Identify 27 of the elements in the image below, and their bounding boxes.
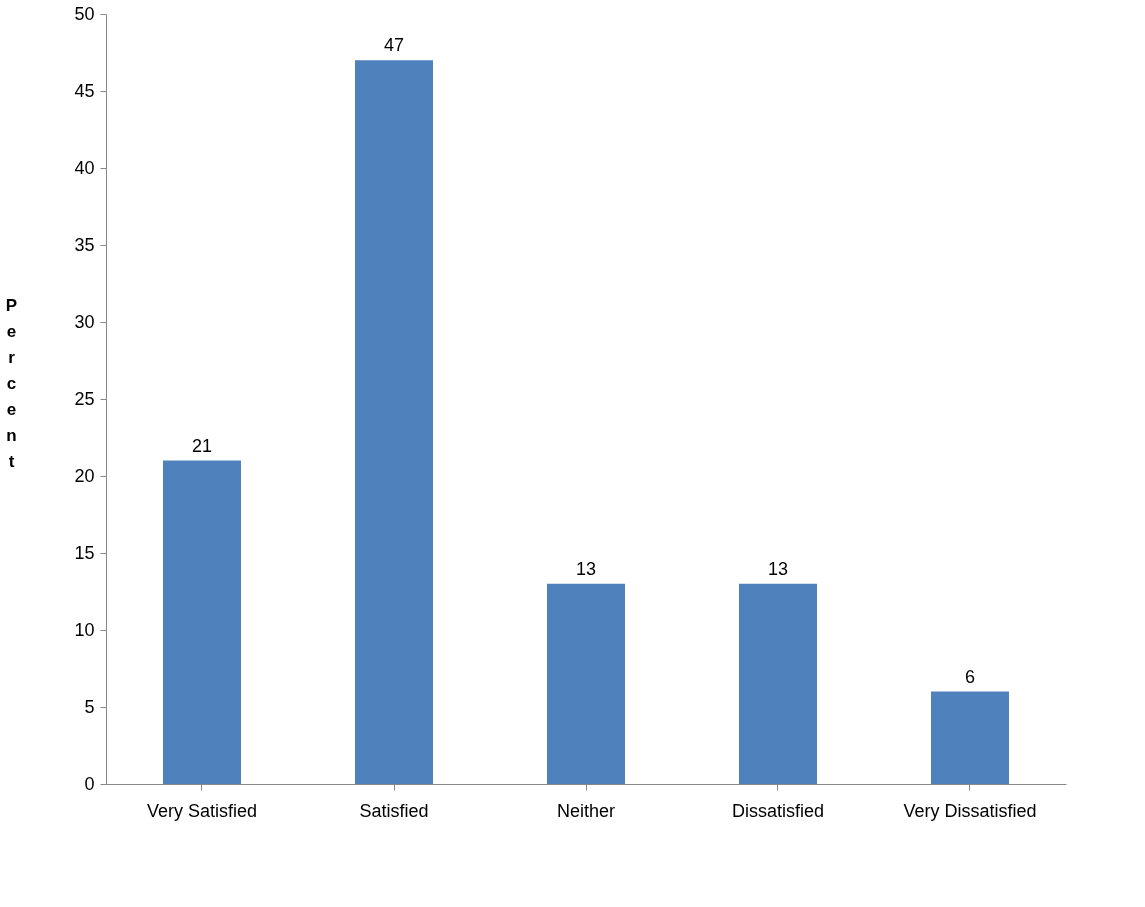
data-label: 47 — [383, 35, 405, 56]
y-tick-label: 50 — [74, 3, 95, 24]
data-label: 21 — [191, 435, 213, 456]
bar — [163, 460, 241, 784]
x-tick-label: Very Satisfied — [146, 800, 258, 821]
y-tick-label: 30 — [74, 311, 95, 332]
y-tick-label: 5 — [84, 696, 95, 717]
x-tick-label: Very Dissatisfied — [903, 800, 1037, 821]
y-axis-title: Percent — [5, 295, 18, 471]
x-tick-label: Dissatisfied — [731, 800, 825, 821]
y-tick-label: 15 — [74, 542, 95, 563]
data-label: 13 — [575, 558, 597, 579]
y-tick-label: 45 — [74, 80, 95, 101]
y-tick-label: 40 — [74, 157, 95, 178]
y-tick-label: 20 — [74, 465, 95, 486]
bar — [355, 60, 433, 784]
y-tick-label: 25 — [74, 388, 95, 409]
data-label: 13 — [767, 558, 789, 579]
y-tick-label: 10 — [74, 619, 95, 640]
x-tick-label: Satisfied — [359, 800, 429, 821]
x-tick-label: Neither — [556, 800, 616, 821]
y-tick-label: 35 — [74, 234, 95, 255]
y-tick-label: 0 — [84, 773, 95, 794]
bar — [547, 583, 625, 784]
bar — [931, 691, 1009, 784]
bar — [739, 583, 817, 784]
data-label: 6 — [964, 666, 976, 687]
